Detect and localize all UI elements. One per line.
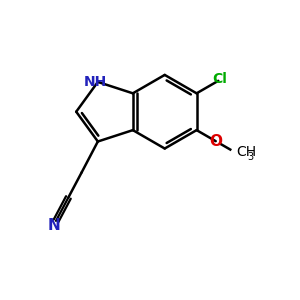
Text: CH: CH <box>236 145 256 159</box>
Text: Cl: Cl <box>212 72 227 86</box>
Text: N: N <box>47 218 60 232</box>
Text: O: O <box>209 134 222 149</box>
Text: 3: 3 <box>248 152 254 162</box>
Text: NH: NH <box>83 75 106 89</box>
